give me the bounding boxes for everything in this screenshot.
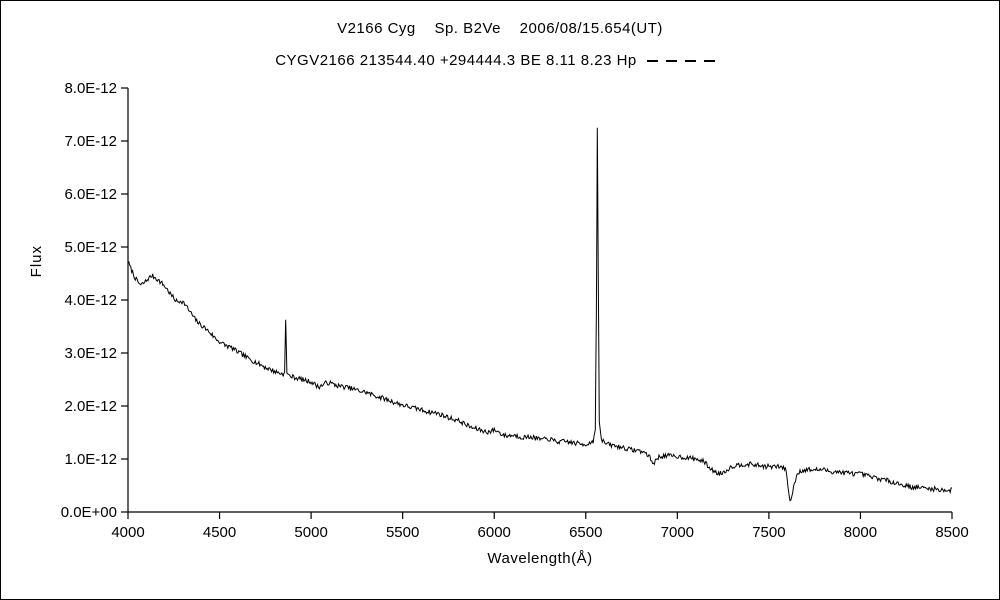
y-tick-label: 8.0E-12 bbox=[64, 80, 117, 97]
x-axis-label: Wavelength(Å) bbox=[487, 550, 593, 567]
y-tick-label: 0.0E+00 bbox=[61, 504, 117, 521]
y-tick-label: 4.0E-12 bbox=[64, 292, 117, 309]
x-tick-label: 4500 bbox=[203, 524, 236, 541]
spectrum-line bbox=[127, 127, 953, 502]
x-tick-label: 7500 bbox=[752, 524, 785, 541]
chart-subtitle: CYGV2166 213544.40 +294444.3 BE 8.11 8.2… bbox=[275, 52, 637, 69]
y-tick-label: 6.0E-12 bbox=[64, 186, 117, 203]
legend-dash-line bbox=[646, 59, 723, 62]
x-tick-label: 7000 bbox=[661, 524, 694, 541]
y-tick-label: 2.0E-12 bbox=[64, 398, 117, 415]
axis-frame bbox=[127, 88, 952, 513]
y-tick-label: 3.0E-12 bbox=[64, 345, 117, 362]
x-tick-label: 5500 bbox=[386, 524, 419, 541]
x-tick-label: 8000 bbox=[844, 524, 877, 541]
y-tick-label: 5.0E-12 bbox=[64, 239, 117, 256]
y-tick-label: 7.0E-12 bbox=[64, 133, 117, 150]
x-tick-label: 6500 bbox=[569, 524, 602, 541]
x-tick-label: 6000 bbox=[478, 524, 511, 541]
y-tick-label: 1.0E-12 bbox=[64, 451, 117, 468]
x-tick-label: 8500 bbox=[935, 524, 968, 541]
chart-subtitle-row: CYGV2166 213544.40 +294444.3 BE 8.11 8.2… bbox=[0, 52, 1000, 69]
chart-title: V2166 Cyg Sp. B2Ve 2006/08/15.654(UT) bbox=[337, 20, 663, 37]
x-tick-label: 5000 bbox=[294, 524, 327, 541]
x-tick-label: 4000 bbox=[111, 524, 144, 541]
